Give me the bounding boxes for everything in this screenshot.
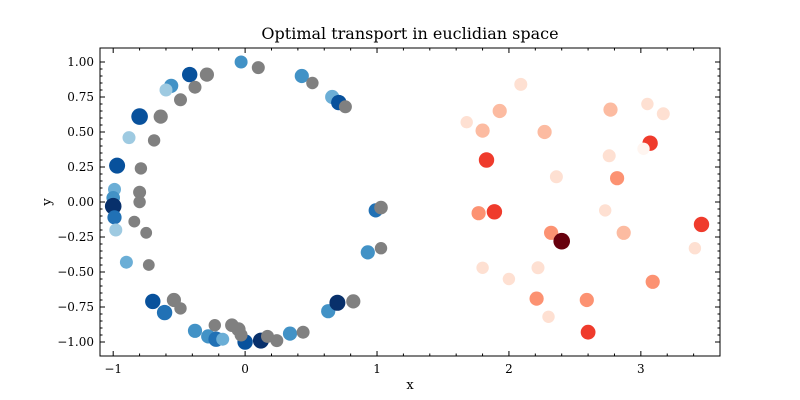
transported-point: [270, 334, 284, 348]
target-point: [544, 225, 559, 240]
transported-point: [346, 294, 361, 309]
transported-point: [234, 328, 248, 342]
source-point: [282, 326, 298, 341]
transported-point: [133, 185, 147, 199]
transported-point: [374, 200, 388, 215]
x-axis-label: x: [406, 378, 414, 393]
source-point: [104, 197, 122, 215]
y-tick-label: −0.50: [57, 265, 94, 279]
y-axis-label: y: [40, 198, 55, 207]
source-point: [122, 131, 136, 145]
source-point: [109, 223, 123, 237]
x-tick-label: 0: [241, 362, 249, 376]
source-point: [156, 304, 173, 321]
source-point: [329, 294, 346, 311]
transported-point: [140, 226, 153, 239]
transported-point: [199, 67, 214, 82]
source-point: [294, 68, 309, 84]
target-point: [645, 274, 660, 289]
y-tick-label: −0.75: [57, 300, 94, 314]
source-point: [159, 83, 173, 97]
target-point: [502, 272, 516, 286]
target-point: [478, 152, 495, 168]
transported-point: [188, 80, 202, 94]
target-point: [549, 170, 563, 184]
points-layer: [104, 55, 710, 350]
source-point: [234, 55, 248, 69]
transported-point: [174, 93, 187, 107]
target-point: [476, 261, 489, 274]
transported-point: [306, 76, 319, 90]
source-point: [145, 293, 161, 310]
source-point: [119, 255, 133, 269]
target-point: [553, 232, 570, 250]
x-tick-label: 1: [373, 362, 381, 376]
target-point: [514, 77, 528, 91]
y-tick-label: 0.75: [67, 90, 94, 104]
transported-point: [134, 162, 148, 175]
source-point: [182, 66, 198, 83]
target-point: [688, 242, 702, 255]
source-point: [187, 323, 203, 338]
target-point: [580, 324, 596, 340]
target-point: [542, 310, 555, 323]
source-point: [360, 245, 375, 260]
target-point: [475, 123, 490, 138]
chart-title: Optimal transport in euclidian space: [261, 24, 558, 43]
source-point: [107, 210, 122, 225]
x-tick-label: −1: [104, 362, 122, 376]
target-point: [693, 216, 710, 233]
target-point: [637, 142, 650, 155]
transported-point: [338, 100, 352, 114]
transported-point: [174, 302, 187, 315]
transported-point: [208, 319, 221, 332]
target-point: [486, 204, 503, 220]
target-point: [531, 261, 545, 275]
source-point: [216, 332, 230, 346]
source-point: [109, 157, 126, 174]
transported-point: [147, 134, 161, 147]
transported-point: [128, 215, 141, 228]
target-point: [616, 225, 631, 240]
target-point: [537, 124, 552, 140]
target-point: [579, 292, 594, 308]
ticks-layer: −1 0 1 2 3 −1.00 −0.75 −0.50 −0.25 0.00 0.25 0.50 0.…: [57, 48, 721, 376]
transported-point: [133, 195, 146, 209]
target-point: [529, 291, 544, 306]
y-tick-label: −0.25: [57, 230, 94, 244]
target-point: [641, 97, 654, 111]
target-point: [610, 171, 625, 186]
y-tick-label: 1.00: [67, 55, 94, 69]
x-tick-label: 2: [505, 362, 513, 376]
target-point: [656, 107, 670, 121]
transported-point: [142, 259, 155, 271]
target-point: [599, 204, 612, 217]
target-point: [602, 149, 616, 163]
y-tick-label: 0.50: [67, 125, 94, 139]
target-point: [471, 206, 486, 221]
x-tick-label: 3: [637, 362, 645, 376]
transported-point: [296, 325, 310, 339]
source-point: [131, 108, 148, 125]
y-tick-label: −1.00: [57, 335, 94, 349]
y-tick-label: 0.25: [67, 160, 94, 174]
transported-point: [153, 109, 168, 124]
y-tick-label: 0.00: [67, 195, 94, 209]
target-point: [603, 102, 618, 117]
transported-point: [251, 61, 265, 75]
target-point: [492, 103, 507, 119]
transported-point: [374, 242, 388, 255]
target-point: [460, 116, 473, 129]
